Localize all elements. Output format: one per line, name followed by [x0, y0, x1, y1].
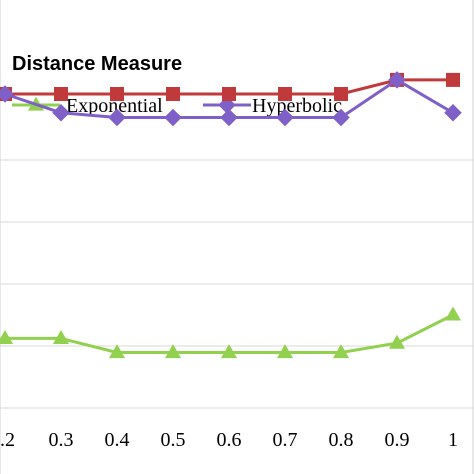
point-hyperbolic-2: [52, 104, 70, 122]
x-tick-label-6: 0.7: [273, 429, 298, 451]
point-exponential-7: [332, 344, 350, 359]
x-tick-label-7: 0.8: [329, 429, 354, 451]
series-group: [0, 71, 462, 359]
point-hyperbolic-3: [108, 108, 126, 127]
x-tick-label-4: 0.5: [161, 429, 186, 451]
point-hyperbolic-7: [332, 108, 350, 127]
series-exponential: [0, 306, 462, 359]
series-hyperbolic: [0, 71, 462, 127]
point-exponential-9: [444, 306, 462, 321]
x-tick-label-5: 0.6: [217, 429, 242, 451]
point-series-3-4: [166, 87, 180, 101]
point-exponential-5: [220, 344, 238, 359]
point-series-3-6: [278, 87, 292, 101]
point-series-3-5: [222, 87, 236, 101]
point-exponential-6: [276, 344, 294, 359]
point-hyperbolic-1: [0, 85, 14, 103]
point-exponential-4: [164, 344, 182, 359]
chart-title: Distance Measure: [12, 53, 182, 75]
point-exponential-3: [108, 344, 126, 359]
point-exponential-1: [0, 330, 14, 344]
point-exponential-8: [388, 334, 406, 349]
point-hyperbolic-8: [388, 71, 406, 89]
series-series-3: [0, 72, 460, 101]
point-hyperbolic-5: [220, 108, 238, 127]
x-tick-label-3: 0.4: [105, 429, 130, 451]
point-hyperbolic-9: [444, 104, 462, 122]
x-tick-label-1: .2: [0, 429, 15, 451]
point-series-3-7: [334, 87, 348, 101]
point-series-3-3: [110, 87, 124, 101]
point-exponential-2: [52, 330, 70, 344]
point-series-3-2: [54, 87, 68, 101]
gridlines: [0, 159, 474, 409]
point-hyperbolic-4: [164, 108, 182, 127]
point-series-3-9: [446, 72, 460, 87]
x-tick-labels: .2 0.3 0.4 0.5 0.6 0.7 0.8 0.9 1: [0, 429, 458, 451]
x-tick-label-2: 0.3: [49, 429, 74, 451]
point-hyperbolic-6: [276, 108, 294, 127]
x-tick-label-9: 1: [448, 429, 458, 451]
legend-label-hyperbolic: Hyperbolic: [252, 95, 342, 117]
legend-label-exponential: Exponential: [66, 95, 163, 117]
x-tick-label-8: 0.9: [385, 429, 410, 451]
